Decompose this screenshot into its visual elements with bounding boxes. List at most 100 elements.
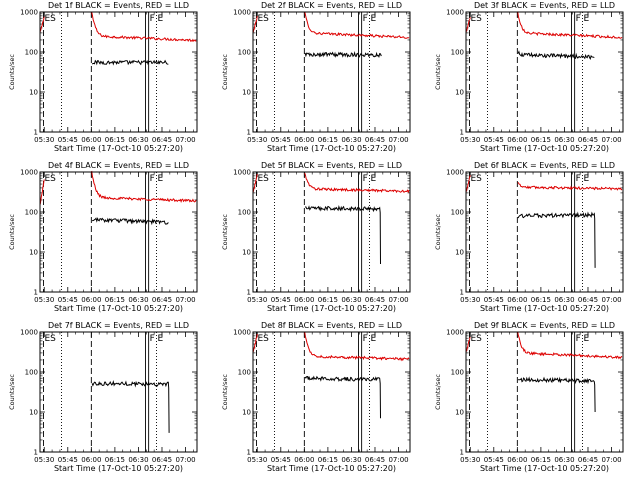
- panel-det-2: Det 2f BLACK = Events, RED = LLD Counts/s…: [221, 1, 411, 153]
- x-tick-label: 06:15: [318, 136, 338, 144]
- time-marker-label: E: [370, 174, 376, 184]
- lld-series-pre-line: [465, 336, 471, 353]
- time-marker-label: F: [576, 174, 581, 184]
- x-tick-label: 06:15: [531, 296, 551, 304]
- time-marker-label: F: [363, 334, 368, 344]
- x-tick-label: 06:00: [507, 296, 527, 304]
- time-marker-label: F: [150, 14, 155, 24]
- y-tick-label: 1000: [446, 169, 464, 177]
- y-tick-label: 10: [455, 409, 464, 417]
- lld-series-pre-line: [465, 17, 471, 33]
- x-tick-label: 06:45: [152, 456, 172, 464]
- panel-det-6: Det 6f BLACK = Events, RED = LLD Counts/s…: [434, 161, 624, 313]
- x-tick-label: 05:45: [484, 136, 504, 144]
- panel-det-7: Det 7f BLACK = Events, RED = LLD Counts/s…: [8, 321, 198, 473]
- panel-title: Det 9f BLACK = Events, RED = LLD: [474, 321, 615, 330]
- x-tick-label: 06:15: [105, 456, 125, 464]
- x-tick-label: 06:00: [81, 456, 101, 464]
- x-tick-label: 07:00: [388, 136, 408, 144]
- x-tick-label: 06:15: [318, 456, 338, 464]
- x-tick-label: 05:45: [58, 296, 78, 304]
- panel-title: Det 7f BLACK = Events, RED = LLD: [48, 321, 189, 330]
- time-marker-label: ES: [257, 334, 269, 344]
- x-tick-label: 06:00: [507, 456, 527, 464]
- x-axis-label: Start Time (17-Oct-10 05:27:20): [267, 144, 396, 153]
- x-tick-label: 06:15: [531, 136, 551, 144]
- lld-series-line: [517, 331, 623, 360]
- panel-det-3: Det 3f BLACK = Events, RED = LLD Counts/s…: [434, 1, 624, 153]
- plot-frame: [39, 171, 198, 293]
- plot-frame: [465, 331, 624, 453]
- lld-series-line: [304, 331, 410, 362]
- time-marker-label: ES: [257, 174, 269, 184]
- events-series-line: [91, 59, 169, 66]
- events-series-line: [304, 375, 381, 419]
- lld-series-line: [517, 11, 623, 39]
- lld-series-pre-line: [39, 16, 45, 33]
- y-tick-label: 100: [25, 369, 38, 377]
- lld-series-pre-line: [465, 175, 471, 193]
- lld-series-pre-line: [252, 174, 258, 193]
- y-axis-label: Counts/sec: [221, 54, 229, 90]
- x-tick-label: 06:30: [554, 456, 574, 464]
- x-tick-label: 06:45: [365, 456, 385, 464]
- y-tick-label: 10: [455, 89, 464, 97]
- panel-title: Det 6f BLACK = Events, RED = LLD: [474, 161, 615, 170]
- x-tick-label: 06:15: [105, 296, 125, 304]
- x-tick-label: 06:45: [578, 296, 598, 304]
- x-tick-label: 06:45: [578, 456, 598, 464]
- lld-series-pre-line: [39, 179, 45, 205]
- x-tick-label: 05:30: [460, 136, 480, 144]
- x-tick-label: 06:30: [128, 456, 148, 464]
- lld-series-line: [517, 182, 623, 191]
- x-axis-label: Start Time (17-Oct-10 05:27:20): [54, 144, 183, 153]
- x-tick-label: 05:45: [58, 456, 78, 464]
- time-marker-label: E: [583, 334, 589, 344]
- events-series-line: [305, 204, 381, 265]
- y-tick-label: 100: [238, 49, 251, 57]
- lld-series-line: [91, 11, 197, 43]
- x-tick-label: 07:00: [388, 296, 408, 304]
- y-tick-label: 100: [238, 209, 251, 217]
- panel-det-1: Det 1f BLACK = Events, RED = LLD Counts/s…: [8, 1, 198, 153]
- x-tick-label: 06:45: [152, 136, 172, 144]
- y-axis-label: Counts/sec: [434, 214, 442, 250]
- x-tick-label: 07:00: [601, 136, 621, 144]
- x-axis-label: Start Time (17-Oct-10 05:27:20): [54, 304, 183, 313]
- y-tick-label: 100: [451, 369, 464, 377]
- panel-title: Det 1f BLACK = Events, RED = LLD: [48, 1, 189, 10]
- y-axis-label: Counts/sec: [221, 214, 229, 250]
- plot-frame: [252, 331, 411, 453]
- x-tick-label: 06:30: [341, 456, 361, 464]
- y-axis-label: Counts/sec: [8, 54, 16, 90]
- events-series-line: [518, 376, 596, 413]
- x-tick-label: 05:45: [58, 136, 78, 144]
- time-marker-label: F: [150, 174, 155, 184]
- y-axis-label: Counts/sec: [434, 54, 442, 90]
- y-tick-label: 1000: [20, 169, 38, 177]
- y-tick-label: 1: [34, 129, 38, 137]
- y-tick-label: 1000: [233, 329, 251, 337]
- x-tick-label: 06:00: [294, 456, 314, 464]
- y-tick-label: 10: [242, 89, 251, 97]
- x-tick-label: 05:30: [247, 136, 267, 144]
- y-tick-label: 1: [460, 449, 464, 457]
- y-tick-label: 1000: [20, 329, 38, 337]
- panel-title: Det 5f BLACK = Events, RED = LLD: [261, 161, 402, 170]
- x-tick-label: 06:00: [81, 136, 101, 144]
- time-marker-label: F: [576, 14, 581, 24]
- y-tick-label: 100: [451, 209, 464, 217]
- x-tick-label: 05:45: [484, 296, 504, 304]
- plot-frame: [252, 171, 411, 293]
- plot-frame: [465, 171, 624, 293]
- time-marker-label: ES: [470, 14, 482, 24]
- y-tick-label: 100: [451, 49, 464, 57]
- y-tick-label: 1000: [20, 9, 38, 17]
- time-marker-label: F: [363, 14, 368, 24]
- y-tick-label: 1: [34, 289, 38, 297]
- x-tick-label: 05:30: [247, 456, 267, 464]
- x-tick-label: 05:30: [34, 136, 54, 144]
- events-series-line: [92, 217, 169, 226]
- time-marker-label: ES: [44, 174, 56, 184]
